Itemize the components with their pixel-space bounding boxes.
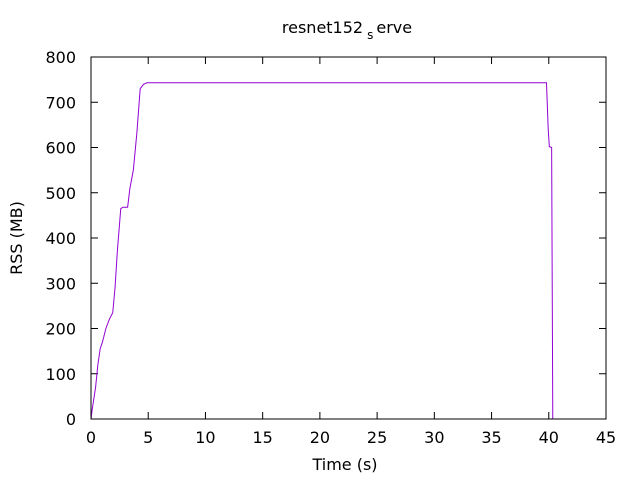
y-tick-label: 600 xyxy=(45,139,76,158)
x-tick-label: 15 xyxy=(252,428,272,447)
y-tick-label: 300 xyxy=(45,274,76,293)
x-tick-label: 10 xyxy=(195,428,215,447)
y-tick-label: 0 xyxy=(66,410,76,429)
y-tick-label: 100 xyxy=(45,365,76,384)
y-tick-label: 700 xyxy=(45,93,76,112)
chart-title-subscript: s xyxy=(367,28,373,42)
x-axis-title: Time (s) xyxy=(311,455,377,474)
x-tick-label: 40 xyxy=(539,428,559,447)
x-tick-label: 5 xyxy=(143,428,153,447)
plot-frame xyxy=(90,56,607,420)
chart-title-rest: erve xyxy=(376,18,412,37)
chart-title-main: resnet152 xyxy=(282,18,363,37)
chart-title: resnet152 s erve xyxy=(282,18,412,42)
y-tick-label: 500 xyxy=(45,184,76,203)
x-tick-label: 45 xyxy=(596,428,616,447)
x-tick-label: 20 xyxy=(310,428,330,447)
y-axis-title: RSS (MB) xyxy=(7,201,26,275)
x-tick-label: 25 xyxy=(367,428,387,447)
x-tick-label: 0 xyxy=(86,428,96,447)
series-line xyxy=(90,82,554,420)
y-tick-label: 400 xyxy=(45,229,76,248)
x-tick-label: 35 xyxy=(481,428,501,447)
y-tick-label: 800 xyxy=(45,48,76,67)
axis-tick-labels: 0 5 10 15 20 25 30 35 40 45 0 100 200 300 400 500 600 700… xyxy=(45,48,616,447)
x-tick-label: 30 xyxy=(424,428,444,447)
data-series xyxy=(90,82,554,420)
y-tick-label: 200 xyxy=(45,320,76,339)
